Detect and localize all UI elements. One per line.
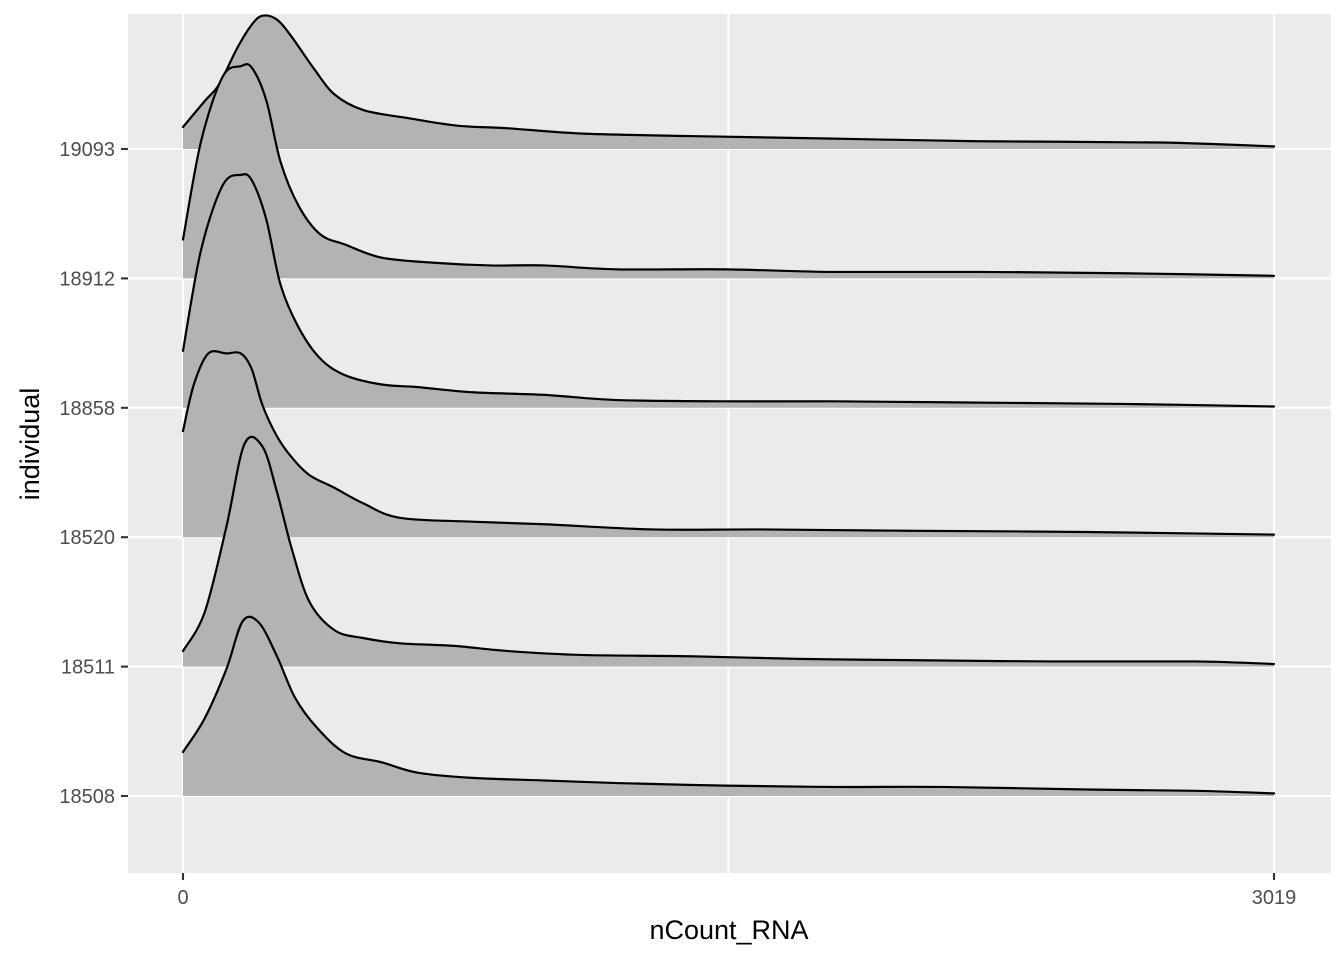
ridge-fill-18508: [183, 616, 1274, 796]
ridge-line-19093: [181, 14, 1276, 148]
y-tick-label-18912: 18912: [59, 268, 115, 290]
y-tick-label-18511: 18511: [61, 657, 115, 679]
ridge-line-18912: [181, 63, 1276, 277]
ridges: [181, 14, 1276, 796]
ridge-18520: [181, 350, 1276, 538]
ridge-line-18520: [181, 350, 1276, 536]
ridge-fill-18858: [183, 174, 1274, 408]
ridge-19093: [181, 14, 1276, 149]
ridge-18912: [181, 63, 1276, 279]
ridge-18508: [181, 615, 1276, 796]
y-axis-title: individual: [15, 388, 45, 501]
x-tick-label-3019: 3019: [1252, 887, 1297, 909]
ridge-fill-19093: [183, 15, 1274, 149]
ridge-line-18858: [181, 173, 1276, 408]
ridge-fill-18520: [183, 351, 1274, 538]
y-tick-label-18508: 18508: [59, 786, 115, 808]
ridge-18511: [181, 435, 1276, 667]
ridge-fill-18912: [183, 64, 1274, 279]
ridge-18858: [181, 173, 1276, 408]
ridge-line-18508: [181, 615, 1276, 795]
y-tick-label-18520: 18520: [59, 527, 115, 549]
ridge-line-18511: [181, 435, 1276, 666]
y-tick-label-19093: 19093: [59, 139, 115, 161]
x-axis-title: nCount_RNA: [649, 915, 808, 945]
axes: 18508 18511 18520 18858 18912 19093 0 3019: [59, 139, 1296, 909]
ridge-fill-18511: [183, 436, 1274, 667]
x-tick-label-0: 0: [177, 887, 188, 909]
y-tick-label-18858: 18858: [59, 398, 115, 420]
